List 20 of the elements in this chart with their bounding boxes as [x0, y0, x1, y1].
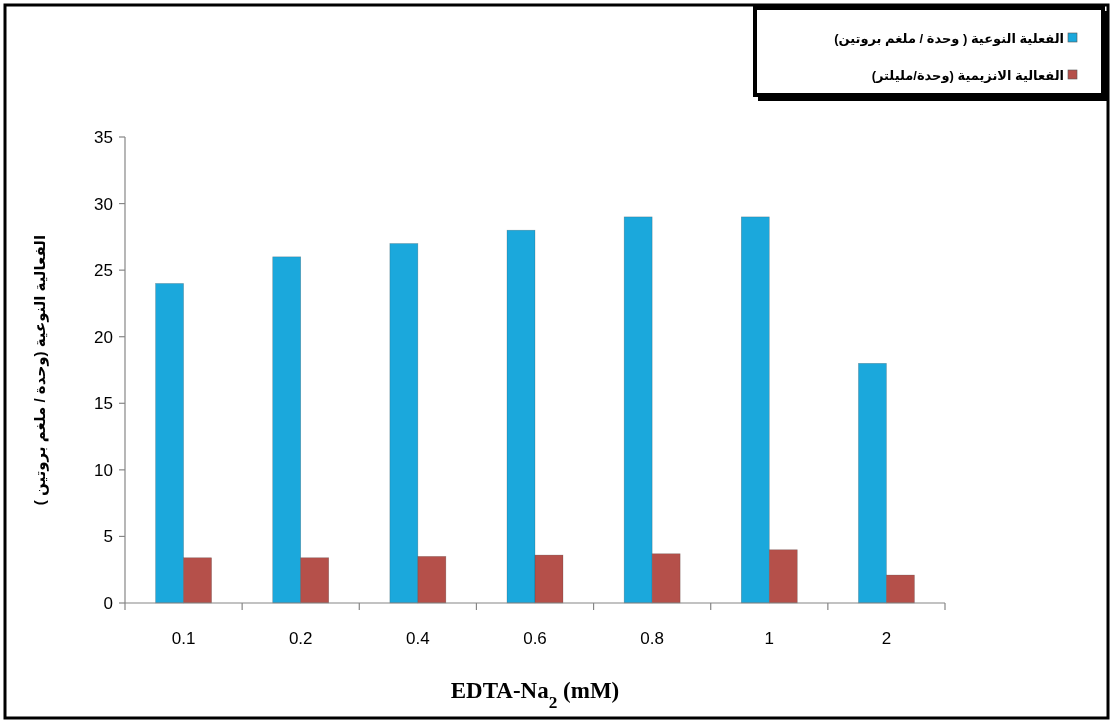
- y-axis-title: الفعالية النوعية (وحدة / ملغم بروتين ): [31, 234, 49, 506]
- x-tick-label: 0.4: [406, 629, 430, 648]
- x-axis-title: EDTA-Na$_{2}$ (mM): [450, 678, 620, 712]
- x-tick-label: 2: [881, 629, 892, 648]
- x-tick-label: 0.1: [171, 629, 196, 648]
- legend: الفعلية النوعية ( وحدة / ملغم بروتين) الفعالية الانزيمية (وحدة/مليلتر): [753, 6, 1108, 101]
- y-tick-label: 20: [94, 327, 113, 347]
- legend-label: الفعالية الانزيمية (وحدة/مليلتر): [871, 68, 1064, 83]
- y-tick-label: 5: [103, 527, 113, 547]
- legend-label: الفعلية النوعية ( وحدة / ملغم بروتين): [834, 31, 1064, 46]
- y-tick-label: 35: [94, 128, 113, 147]
- x-tick-label: 1: [764, 629, 775, 648]
- y-tick-label: 25: [94, 261, 113, 281]
- x-tick-label: 0.8: [640, 629, 664, 648]
- y-tick-label: 30: [94, 194, 113, 214]
- x-tick-label: 0.6: [523, 629, 547, 648]
- y-tick-label: 0: [103, 594, 113, 613]
- x-tick-label: 0.2: [288, 629, 313, 648]
- y-tick-label: 10: [94, 460, 113, 480]
- y-tick-label: 15: [94, 394, 113, 414]
